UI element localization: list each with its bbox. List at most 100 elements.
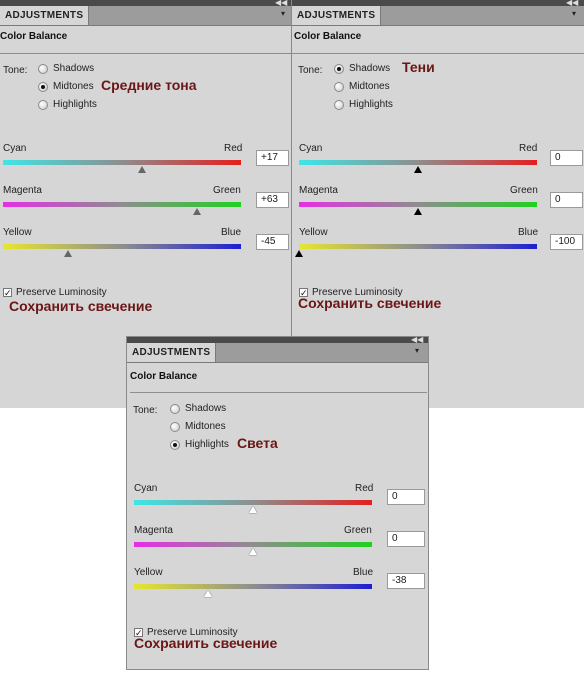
radio-midtones[interactable]: Midtones: [170, 421, 226, 432]
yellow-blue-slider-track[interactable]: [3, 244, 241, 249]
preserve-luminosity-label: Preserve Luminosity: [312, 287, 403, 298]
radio-highlights[interactable]: Highlights: [334, 99, 393, 110]
slider-thumb[interactable]: [414, 208, 422, 215]
panel-title: Color Balance: [130, 371, 198, 382]
tone-label: Tone:: [3, 65, 28, 76]
radio-label: Highlights: [349, 99, 393, 110]
color-balance-panel-highlights: ADJUSTMENTS ◀◀ ▾ Color Balance Tone: Sha…: [126, 336, 429, 670]
tab-adjustments[interactable]: ADJUSTMENTS: [127, 343, 217, 362]
cyan-red-slider-track[interactable]: [3, 160, 241, 165]
preserve-luminosity-checkbox[interactable]: ✓: [299, 288, 308, 298]
radio-label: Midtones: [53, 81, 94, 92]
double-chevron-left-icon[interactable]: ◀◀: [566, 0, 579, 7]
yellow-blue-slider-track[interactable]: [134, 584, 372, 589]
tab-adjustments[interactable]: ADJUSTMENTS: [0, 6, 90, 25]
radio-button-icon[interactable]: [334, 81, 344, 92]
magenta-green-value-input[interactable]: 0: [387, 531, 425, 547]
preserve-luminosity-label: Preserve Luminosity: [16, 287, 107, 298]
radio-button-icon[interactable]: [170, 421, 180, 432]
yellow-blue-value-input[interactable]: -100: [550, 234, 583, 250]
checkmark-icon: ✓: [135, 628, 143, 638]
panel-menu-icon[interactable]: ▾: [572, 9, 577, 18]
magenta-green-slider-track[interactable]: [299, 202, 537, 207]
slider-right-label: Green: [213, 185, 241, 196]
yellow-blue-value-input[interactable]: -45: [256, 234, 289, 250]
slider-thumb[interactable]: [203, 590, 212, 597]
tone-annotation: Средние тона: [101, 77, 197, 93]
radio-shadows[interactable]: Shadows: [38, 63, 94, 74]
slider-thumb[interactable]: [249, 506, 257, 513]
radio-highlights[interactable]: Highlights: [170, 439, 229, 450]
slider-thumb[interactable]: [138, 166, 147, 173]
radio-midtones[interactable]: Midtones: [334, 81, 390, 92]
magenta-green-slider-track[interactable]: [134, 542, 372, 547]
divider: [292, 53, 584, 54]
slider-left-label: Yellow: [3, 227, 32, 238]
tab-adjustments[interactable]: ADJUSTMENTS: [292, 6, 382, 25]
checkmark-icon: ✓: [300, 288, 308, 298]
radio-button-icon[interactable]: [170, 403, 180, 414]
slider-thumb[interactable]: [414, 166, 422, 173]
cyan-red-value-input[interactable]: 0: [387, 489, 425, 505]
cyan-red-value-input[interactable]: +17: [256, 150, 289, 166]
radio-button-icon[interactable]: [38, 81, 48, 92]
tone-annotation: Тени: [402, 59, 435, 75]
cyan-red-slider-track[interactable]: [134, 500, 372, 505]
preserve-luminosity-label: Preserve Luminosity: [147, 627, 238, 638]
panel-menu-icon[interactable]: ▾: [415, 346, 420, 355]
radio-button-icon[interactable]: [38, 63, 48, 74]
slider-left-label: Cyan: [134, 483, 158, 494]
yellow-blue-value-input[interactable]: -38: [387, 573, 425, 589]
cyan-red-slider-track[interactable]: [299, 160, 537, 165]
preserve-luminosity-checkbox[interactable]: ✓: [134, 628, 143, 638]
preserve-annotation: Сохранить свечение: [134, 635, 278, 651]
radio-label: Highlights: [185, 439, 229, 450]
radio-button-icon[interactable]: [38, 99, 48, 110]
radio-highlights[interactable]: Highlights: [38, 99, 97, 110]
slider-thumb[interactable]: [249, 548, 257, 555]
cyan-red-value-input[interactable]: 0: [550, 150, 583, 166]
tone-annotation: Света: [237, 435, 278, 451]
panel-title: Color Balance: [0, 31, 68, 42]
radio-button-icon[interactable]: [334, 99, 344, 110]
preserve-luminosity-checkbox[interactable]: ✓: [3, 288, 12, 298]
double-chevron-left-icon[interactable]: ◀◀: [275, 0, 288, 7]
tab-bar: ADJUSTMENTS: [0, 6, 291, 26]
panel-top-strip: [0, 0, 291, 6]
slider-thumb[interactable]: [64, 250, 73, 257]
magenta-green-slider-track[interactable]: [3, 202, 241, 207]
slider-left-label: Yellow: [299, 227, 328, 238]
double-chevron-left-icon[interactable]: ◀◀: [411, 336, 424, 344]
radio-label: Shadows: [185, 403, 227, 414]
panel-title: Color Balance: [294, 31, 362, 42]
magenta-green-value-input[interactable]: +63: [256, 192, 289, 208]
tone-label: Tone:: [298, 65, 323, 76]
checkmark-icon: ✓: [4, 288, 12, 298]
radio-label: Highlights: [53, 99, 97, 110]
panel-menu-icon[interactable]: ▾: [281, 9, 286, 18]
divider: [130, 392, 427, 393]
radio-button-icon[interactable]: [170, 439, 180, 450]
slider-right-label: Green: [510, 185, 538, 196]
slider-thumb[interactable]: [295, 250, 303, 257]
slider-left-label: Magenta: [299, 185, 338, 196]
slider-left-label: Magenta: [134, 525, 173, 536]
radio-shadows[interactable]: Shadows: [334, 63, 390, 74]
magenta-green-value-input[interactable]: 0: [550, 192, 583, 208]
slider-right-label: Red: [224, 143, 243, 154]
radio-label: Midtones: [349, 81, 390, 92]
slider-left-label: Magenta: [3, 185, 42, 196]
radio-shadows[interactable]: Shadows: [170, 403, 226, 414]
divider: [0, 53, 291, 54]
tab-bar: ADJUSTMENTS: [292, 6, 584, 26]
radio-midtones[interactable]: Midtones: [38, 81, 94, 92]
slider-left-label: Yellow: [134, 567, 163, 578]
radio-button-icon[interactable]: [334, 63, 344, 74]
preserve-annotation: Сохранить свечение: [298, 295, 442, 311]
yellow-blue-slider-track[interactable]: [299, 244, 537, 249]
panel-top-strip: [292, 0, 584, 6]
slider-right-label: Blue: [353, 567, 374, 578]
slider-right-label: Red: [355, 483, 374, 494]
slider-left-label: Cyan: [299, 143, 323, 154]
slider-thumb[interactable]: [192, 208, 201, 215]
